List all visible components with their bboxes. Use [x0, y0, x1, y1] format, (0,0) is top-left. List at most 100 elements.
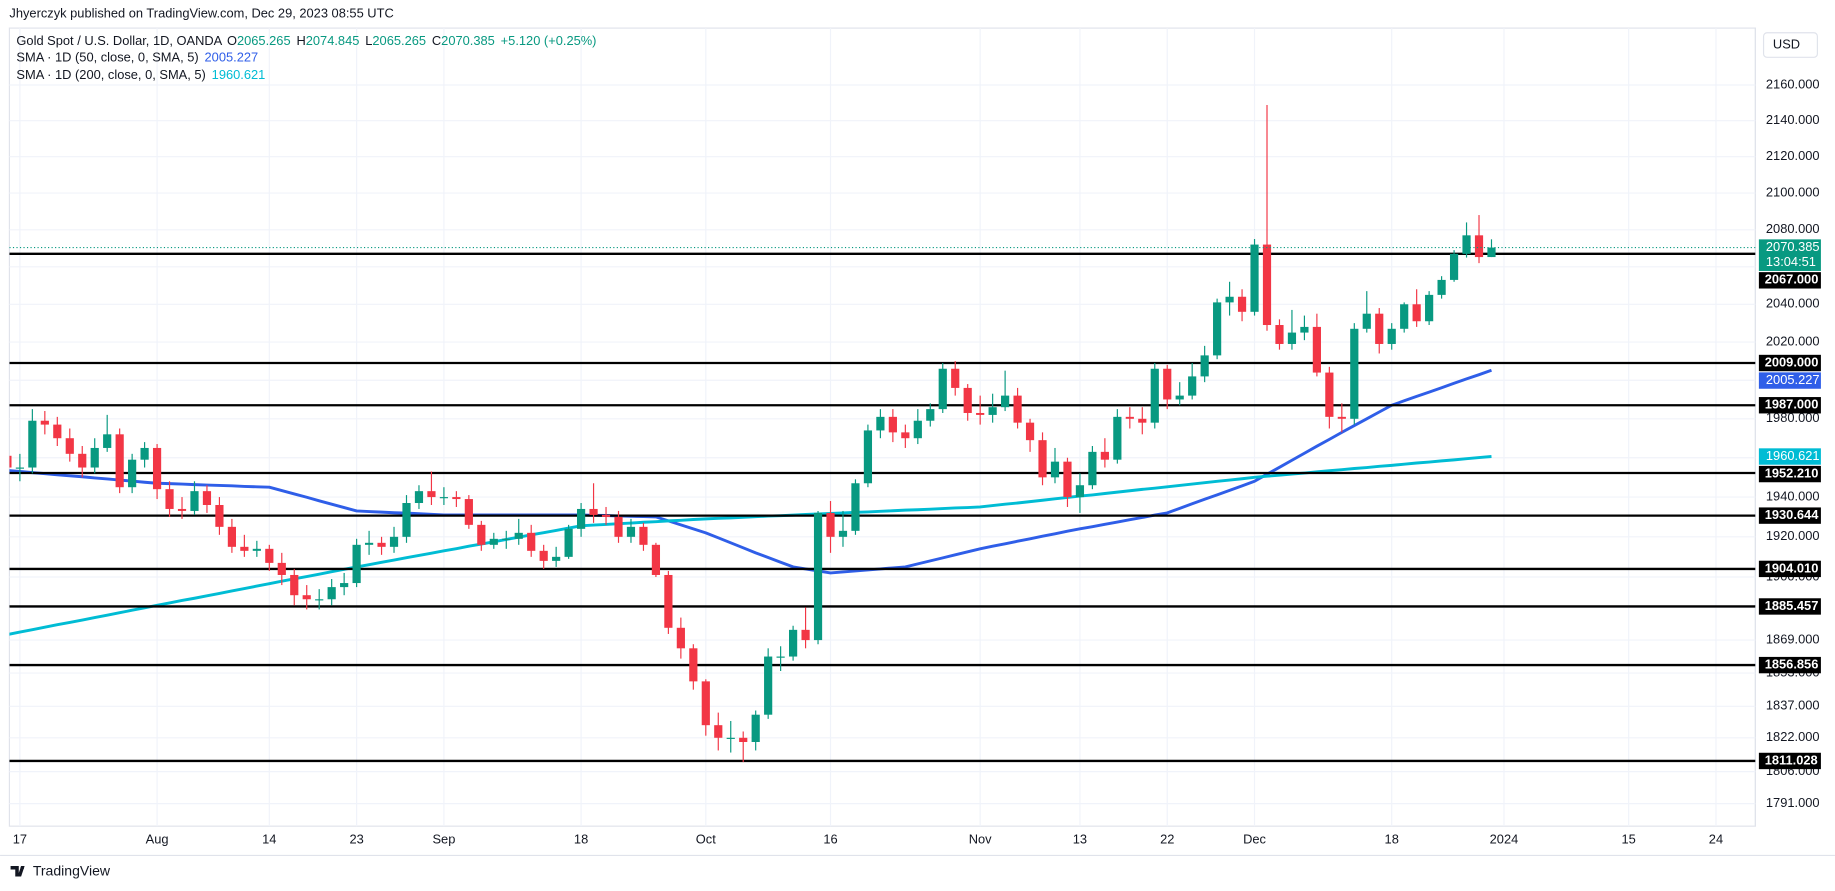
candle-body [190, 491, 199, 511]
x-tick-label: Oct [696, 832, 716, 847]
candle-body [1275, 325, 1284, 344]
candle-body [614, 516, 623, 537]
legend-indicator: SMA · 1D (200, close, 0, SMA, 5) 1960.621 [16, 67, 265, 82]
candle-body [813, 512, 823, 641]
candle-body [976, 412, 985, 415]
level-label-box [1758, 507, 1821, 524]
candle-body [576, 508, 586, 529]
candle-body [963, 387, 972, 413]
y-tick-label: 1980.000 [1766, 410, 1820, 425]
y-tick-label: 1822.000 [1766, 729, 1820, 744]
indicator-label: 2005.227 [1766, 372, 1820, 387]
candle-body [1175, 395, 1184, 400]
level-label: 1904.010 [1765, 560, 1819, 575]
candle-body [1325, 372, 1334, 417]
candle-body [926, 409, 935, 421]
candle-body [1200, 355, 1209, 377]
candle-body [514, 532, 523, 539]
candle-body [851, 483, 860, 531]
x-tick-label: 18 [574, 832, 588, 847]
currency-box[interactable] [1762, 32, 1818, 58]
candle-body [389, 536, 399, 547]
legend-change: +5.120 (+0.25%) [501, 34, 597, 49]
candle-body [601, 514, 611, 517]
candle-body [177, 508, 187, 511]
candle-body [352, 544, 361, 584]
candle-body [689, 648, 698, 682]
candle-body [1425, 294, 1434, 322]
y-tick-label: 2080.000 [1766, 221, 1820, 236]
candle-body [701, 681, 710, 726]
candle-body [78, 453, 87, 468]
candle-body [1437, 279, 1446, 295]
level-label: 1930.644 [1765, 507, 1819, 522]
y-tick-label: 2040.000 [1766, 296, 1820, 311]
candle-body [676, 627, 685, 649]
candle-body [464, 499, 473, 525]
candle-body [988, 407, 997, 415]
candle-body [951, 368, 960, 388]
candle-body [402, 503, 411, 537]
candle-body [65, 438, 74, 454]
level-label-box [1758, 752, 1821, 770]
candle-body [439, 497, 449, 499]
indicator-name: SMA · 1D (200, close, 0, SMA, 5) [16, 67, 205, 82]
level-label: 2009.000 [1765, 354, 1819, 369]
candle-body [9, 455, 12, 468]
level-label-box [1758, 272, 1821, 289]
candle-body [1125, 416, 1134, 419]
candle-body [1337, 416, 1346, 419]
candle-body [826, 512, 835, 537]
candle-body [53, 424, 62, 439]
legend-main: Gold Spot / U.S. Dollar, 1D, OANDA O2065.… [16, 34, 596, 49]
candle-body [552, 556, 561, 561]
x-tick-label: 14 [262, 832, 276, 847]
candle-body [103, 434, 112, 448]
y-tick-label: 1869.000 [1766, 631, 1820, 646]
candle-body [651, 544, 661, 575]
legend-title: Gold Spot / U.S. Dollar, 1D, OANDA [16, 34, 222, 49]
candle-body [240, 546, 249, 551]
y-tick-label: 2140.000 [1766, 112, 1820, 127]
currency-button[interactable]: USD [1762, 32, 1818, 58]
legend-ohlc-key: O [227, 34, 237, 49]
candle-body [215, 504, 224, 527]
level-label-box [1758, 598, 1821, 615]
sma-line [9, 455, 1492, 636]
candle-body [789, 629, 798, 657]
candle-body [1075, 485, 1085, 498]
brand-logo-dot [20, 865, 25, 870]
candle-body [1088, 451, 1097, 486]
y-tick-label: 2020.000 [1766, 333, 1820, 348]
level-label: 1952.210 [1765, 465, 1819, 480]
legend-ohlc-key: C [432, 34, 441, 49]
candle-body [115, 434, 124, 488]
price-label: 2070.385 [1766, 239, 1820, 254]
candle-body [1163, 368, 1172, 400]
candle-body [1038, 440, 1047, 478]
level-label: 1885.457 [1765, 598, 1819, 613]
candle-body [1250, 244, 1259, 312]
level-label-box [1758, 465, 1821, 483]
plot [9, 104, 1756, 763]
candle-body [302, 595, 311, 600]
candle-body [477, 524, 486, 545]
candle-body [739, 737, 748, 743]
candle-body [1138, 418, 1147, 423]
candle-body [863, 430, 873, 484]
candle-body [1362, 313, 1371, 329]
candle-body [726, 737, 735, 739]
candle-body [1300, 326, 1309, 333]
indicator-name: SMA · 1D (50, close, 0, SMA, 5) [16, 50, 198, 65]
level-label: 2067.000 [1765, 272, 1819, 287]
candle-body [838, 530, 848, 537]
footer-brand: TradingView [10, 863, 111, 879]
countdown-label: 13:04:51 [1766, 254, 1816, 269]
candle-body [202, 491, 212, 505]
candle-body [776, 656, 785, 658]
legend-ohlc-value: 2070.385 [441, 34, 495, 49]
y-tick-label: 2160.000 [1766, 76, 1820, 91]
indicator-label: 1960.621 [1766, 448, 1820, 463]
currency-label[interactable]: USD [1773, 36, 1800, 51]
